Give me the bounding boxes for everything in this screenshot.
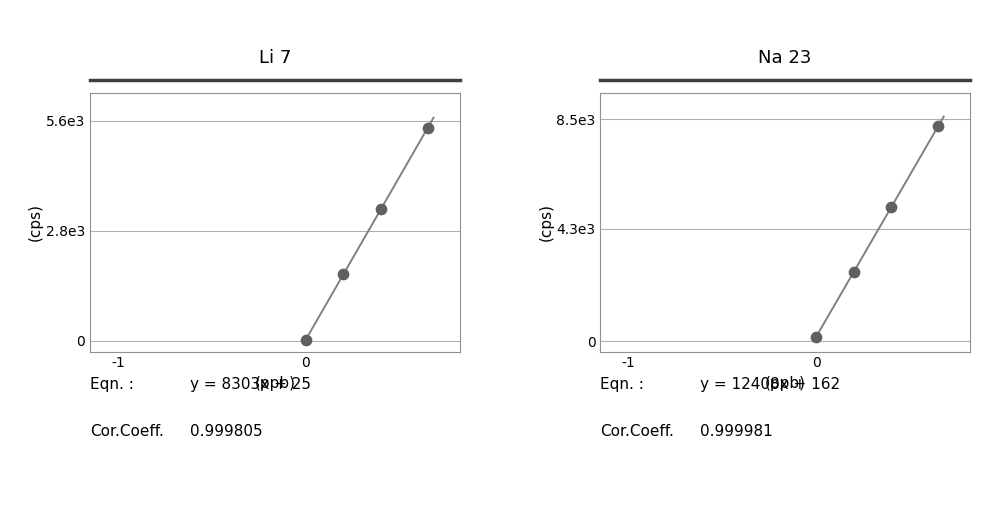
Point bbox=[298, 336, 314, 344]
Text: y = 12408x + 162: y = 12408x + 162 bbox=[700, 377, 840, 392]
Text: y = 8303x + 25: y = 8303x + 25 bbox=[190, 377, 311, 392]
Title: Li 7: Li 7 bbox=[259, 49, 291, 67]
Point bbox=[846, 268, 862, 276]
Y-axis label: (cps): (cps) bbox=[538, 203, 553, 241]
Text: Eqn. :: Eqn. : bbox=[600, 377, 644, 392]
Text: Cor.Coeff.: Cor.Coeff. bbox=[600, 424, 674, 439]
Point bbox=[808, 333, 824, 341]
Point bbox=[883, 203, 899, 211]
Text: 0.999805: 0.999805 bbox=[190, 424, 263, 439]
Point bbox=[373, 205, 389, 213]
Text: Cor.Coeff.: Cor.Coeff. bbox=[90, 424, 164, 439]
X-axis label: (ppb): (ppb) bbox=[254, 376, 295, 391]
Text: 0.999981: 0.999981 bbox=[700, 424, 773, 439]
Title: Na 23: Na 23 bbox=[758, 49, 812, 67]
Point bbox=[930, 122, 946, 130]
X-axis label: (ppb): (ppb) bbox=[765, 376, 806, 391]
Point bbox=[335, 270, 351, 279]
Y-axis label: (cps): (cps) bbox=[28, 203, 43, 241]
Text: Eqn. :: Eqn. : bbox=[90, 377, 134, 392]
Point bbox=[420, 124, 436, 132]
